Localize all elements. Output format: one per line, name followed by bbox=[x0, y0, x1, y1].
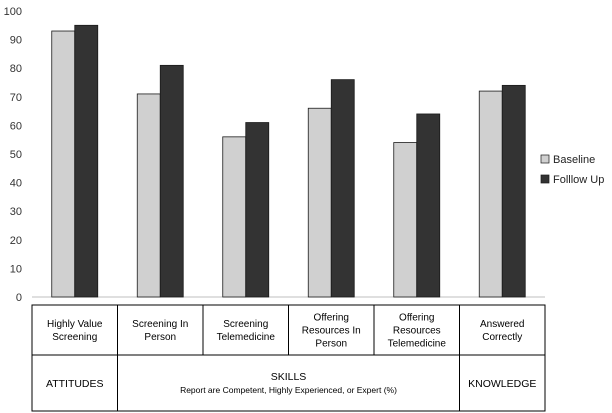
bar-baseline bbox=[222, 136, 247, 298]
y-tick-label: 40 bbox=[10, 178, 22, 190]
category-label: Telemedicine bbox=[388, 339, 447, 350]
bar-follow-up bbox=[416, 113, 441, 298]
y-tick-label: 90 bbox=[10, 35, 22, 47]
category-label: Resources In bbox=[302, 326, 361, 337]
y-tick-label: 70 bbox=[10, 92, 22, 104]
y-tick-label: 60 bbox=[10, 120, 22, 132]
category-label: Resources bbox=[393, 326, 441, 337]
category-label: Answered bbox=[480, 319, 524, 330]
y-tick-label: 80 bbox=[10, 63, 22, 75]
legend-swatch bbox=[540, 154, 550, 164]
category-label: Person bbox=[144, 332, 176, 343]
y-tick-label: 20 bbox=[10, 235, 22, 247]
bar-follow-up bbox=[501, 84, 526, 298]
category-label: Screening In bbox=[132, 319, 188, 330]
bar-follow-up bbox=[74, 24, 99, 298]
bar-follow-up bbox=[330, 79, 355, 298]
bar-follow-up bbox=[159, 64, 184, 298]
legend-label: Baseline bbox=[553, 154, 595, 166]
category-label: Highly Value bbox=[47, 319, 103, 330]
y-tick-label: 30 bbox=[10, 206, 22, 218]
y-tick-label: 50 bbox=[10, 149, 22, 161]
category-label: Offering bbox=[399, 313, 434, 324]
bar-baseline bbox=[393, 142, 418, 298]
bar-follow-up bbox=[245, 122, 270, 298]
bar-baseline bbox=[136, 93, 161, 298]
y-tick-label: 0 bbox=[16, 292, 22, 304]
y-tick-label: 100 bbox=[4, 6, 22, 18]
group-sublabel: Report are Competent, Highly Experienced… bbox=[180, 385, 397, 395]
group-label: KNOWLEDGE bbox=[468, 378, 536, 390]
group-label: ATTITUDES bbox=[46, 378, 104, 390]
category-label: Screening bbox=[223, 319, 268, 330]
category-label: Telemedicine bbox=[217, 332, 276, 343]
category-label: Person bbox=[315, 339, 347, 350]
legend-swatch bbox=[540, 174, 550, 184]
bar-baseline bbox=[307, 107, 332, 298]
bar-baseline bbox=[478, 90, 503, 298]
category-label: Correctly bbox=[482, 332, 522, 343]
category-label: Screening bbox=[52, 332, 97, 343]
bar-baseline bbox=[51, 30, 76, 298]
group-label: SKILLS bbox=[271, 371, 307, 383]
category-label: Offering bbox=[314, 313, 349, 324]
y-tick-label: 10 bbox=[10, 263, 22, 275]
legend-label: Folllow Up bbox=[553, 174, 604, 186]
